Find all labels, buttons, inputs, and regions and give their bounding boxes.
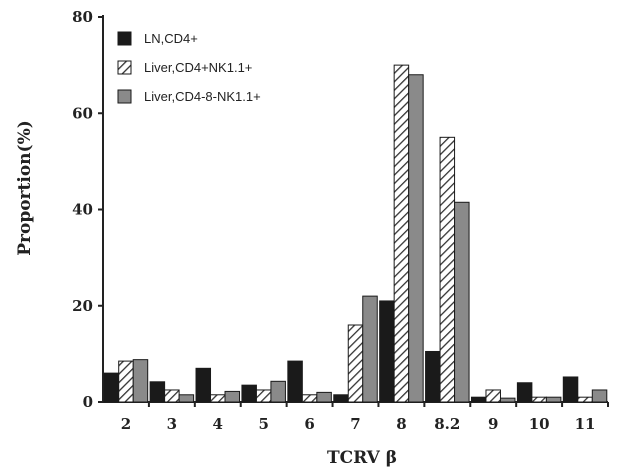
bar-2 [118,360,134,403]
bar-1 [287,360,303,403]
bar-3 [178,394,195,403]
plot-area: 0 20 40 60 80 2 3 4 5 6 7 8 8.2 9 10 11 [72,8,609,433]
bar-3 [270,380,286,403]
bar-3 [224,390,241,403]
bar-1 [379,300,395,403]
bar-2 [485,389,501,403]
bar-1 [516,382,533,403]
y-tick-label: 60 [72,104,93,122]
y-tick-label: 80 [72,8,93,26]
bar-2 [439,136,456,403]
bar-2 [531,396,547,403]
bar-1 [562,376,579,403]
legend-swatch-2 [117,60,132,75]
bar-3 [316,391,332,403]
y-tick-label: 0 [83,393,93,411]
legend-label-2: Liver,CD4+NK1.1+ [144,60,252,75]
x-tick-label: 6 [304,415,314,433]
bar-1 [103,372,120,403]
x-tick-label: 9 [488,415,498,433]
bar-2 [577,396,593,403]
legend: LN,CD4+ Liver,CD4+NK1.1+ Liver,CD4-8-NK1.1… [117,31,261,104]
bar-1 [241,384,257,403]
bar-3 [132,359,149,403]
bar-1 [425,350,441,403]
x-tick-label: 4 [213,415,223,433]
bar-2 [255,389,272,403]
x-tick-label: 10 [529,415,550,433]
bar-3 [545,396,562,403]
bar-1 [149,381,166,403]
bar-2 [164,389,180,403]
bar-3 [454,201,470,403]
bar-1 [333,394,349,403]
bar-3 [591,389,608,403]
x-tick-label: 8.2 [434,415,460,433]
legend-swatch-1 [117,31,132,46]
x-tick-label: 11 [575,415,596,433]
y-axis-title: Proportion(%) [15,120,35,256]
y-tick-label: 40 [72,201,93,219]
x-axis-title: TCRV β [327,448,397,468]
x-tick-label: 3 [167,415,177,433]
bar-2 [301,394,318,403]
bar-1 [470,396,487,403]
legend-label-3: Liver,CD4-8-NK1.1+ [144,89,261,104]
bar-2 [347,324,364,403]
x-tick-label: 2 [121,415,131,433]
bar-1 [195,367,212,403]
bar-3 [499,397,516,403]
bar-2 [210,394,226,403]
legend-swatch-3 [117,89,132,104]
bar-3 [362,295,378,403]
bar-2 [393,64,410,403]
x-tick-label: 7 [350,415,360,433]
x-tick-label: 8 [396,415,406,433]
legend-label-1: LN,CD4+ [144,31,198,46]
y-tick-label: 20 [72,297,93,315]
x-tick-label: 5 [258,415,268,433]
bar-3 [408,74,424,403]
